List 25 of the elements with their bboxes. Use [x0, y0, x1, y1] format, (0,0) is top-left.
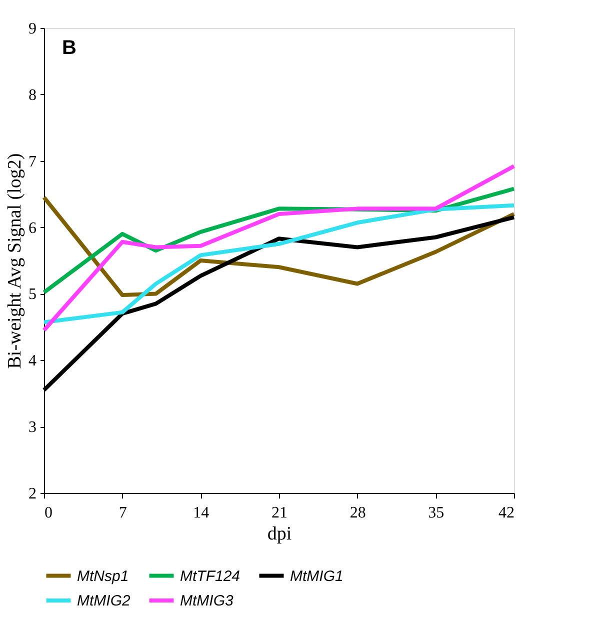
y-tick-label: 3 — [28, 419, 36, 436]
legend-label: MtMIG1 — [290, 568, 344, 585]
legend-label: MtTF124 — [180, 568, 240, 585]
legend-label: MtMIG2 — [77, 592, 131, 610]
y-tick-label: 9 — [28, 20, 36, 38]
x-tick-label: 42 — [498, 504, 514, 522]
legend-label: MtNsp1 — [77, 568, 129, 585]
y-tick-label: 6 — [28, 220, 36, 237]
y-tick-label: 4 — [28, 352, 36, 370]
x-tick-label: 7 — [118, 504, 127, 522]
legend-label: MtMIG3 — [180, 592, 234, 610]
y-tick-label: 8 — [28, 86, 36, 104]
annotation: B — [62, 37, 76, 59]
x-tick-label: 28 — [350, 504, 366, 522]
x-tick-label: 35 — [428, 504, 444, 522]
y-tick-label: 2 — [28, 486, 36, 502]
line-series — [42, 203, 516, 324]
y-axis-title: Bi-weight Avg Signal (log2) — [4, 153, 26, 369]
y-tick-label: 7 — [28, 153, 36, 170]
x-tick-label: 14 — [193, 504, 210, 522]
x-tick-label: 21 — [272, 504, 288, 522]
line-series — [42, 164, 516, 332]
y-tick-label: 5 — [28, 286, 36, 304]
x-axis-title: dpi — [267, 524, 292, 544]
x-tick-label: 0 — [44, 504, 52, 522]
